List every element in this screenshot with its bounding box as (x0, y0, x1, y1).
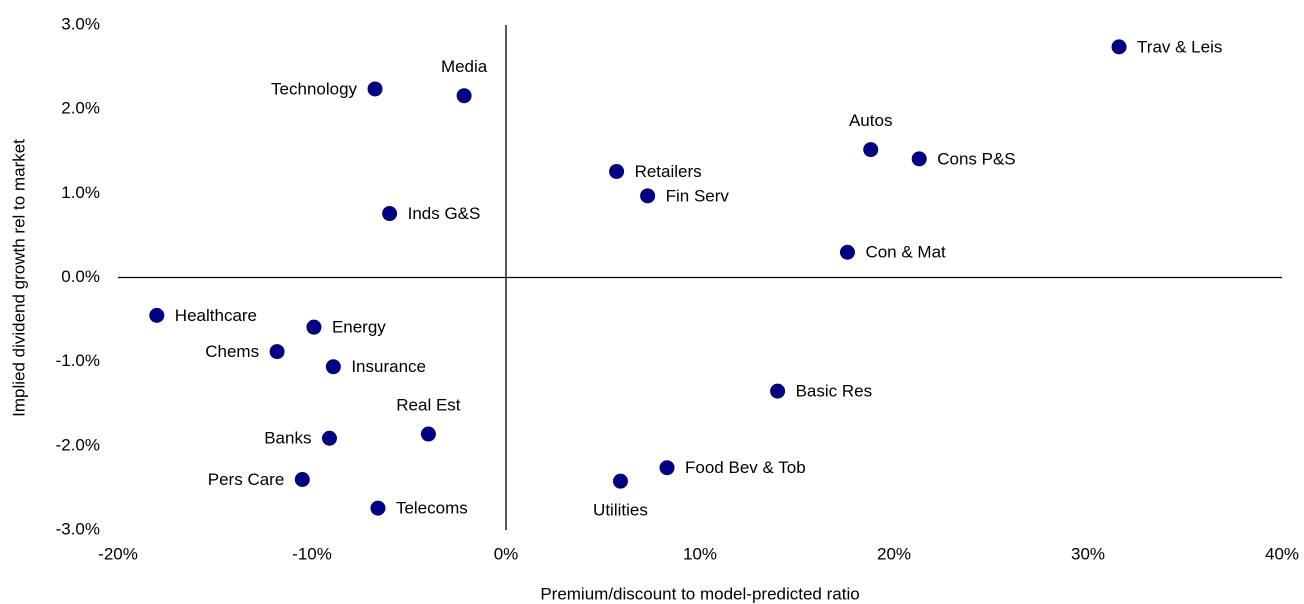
point (456, 88, 472, 104)
point-label: Technology (271, 79, 358, 98)
point (325, 359, 341, 375)
point (1111, 39, 1127, 55)
x-tick-label: 40% (1265, 544, 1299, 563)
y-axis-title: Implied dividend growth rel to market (9, 139, 28, 417)
point (149, 307, 165, 323)
point (911, 151, 927, 167)
point-label: Pers Care (208, 470, 285, 489)
point (770, 383, 786, 399)
y-tick-label: -3.0% (56, 519, 100, 538)
x-tick-label: 0% (494, 544, 519, 563)
point-label: Banks (264, 429, 311, 448)
x-tick-label: -20% (98, 544, 138, 563)
x-axis-title: Premium/discount to model-predicted rati… (540, 584, 859, 603)
point (420, 426, 436, 442)
point-label: Energy (332, 318, 386, 337)
y-tick-label: -2.0% (56, 435, 100, 454)
point (370, 500, 386, 516)
x-tick-label: 10% (683, 544, 717, 563)
point-label: Fin Serv (666, 186, 730, 205)
point-label: Healthcare (175, 306, 257, 325)
point-label: Utilities (593, 501, 648, 520)
point-label: Food Bev & Tob (685, 458, 806, 477)
y-tick-label: -1.0% (56, 351, 100, 370)
point-label: Retailers (635, 162, 702, 181)
point-label: Inds G&S (408, 204, 481, 223)
point-label: Media (441, 57, 488, 76)
x-tick-label: -10% (292, 544, 332, 563)
point (609, 163, 625, 179)
point-label: Chems (205, 342, 259, 361)
point-label: Cons P&S (937, 149, 1015, 168)
point (306, 319, 322, 335)
point-label: Con & Mat (865, 243, 946, 262)
x-tick-label: 30% (1071, 544, 1105, 563)
point (321, 430, 337, 446)
y-tick-label: 3.0% (61, 14, 100, 33)
point (382, 206, 398, 222)
point (269, 344, 285, 360)
point (367, 81, 383, 97)
point-label: Basic Res (796, 382, 873, 401)
y-tick-label: 1.0% (61, 183, 100, 202)
point (839, 244, 855, 260)
x-tick-label: 20% (877, 544, 911, 563)
point (294, 472, 310, 487)
point-label: Real Est (396, 396, 461, 415)
point-label: Insurance (351, 357, 426, 376)
point (863, 142, 879, 158)
point-label: Telecoms (396, 499, 468, 518)
point-label: Trav & Leis (1137, 37, 1222, 56)
point (640, 188, 656, 204)
y-tick-label: 2.0% (61, 99, 100, 118)
point (659, 460, 675, 476)
point-label: Autos (849, 111, 892, 130)
y-tick-label: 0.0% (61, 267, 100, 286)
point (612, 473, 628, 489)
